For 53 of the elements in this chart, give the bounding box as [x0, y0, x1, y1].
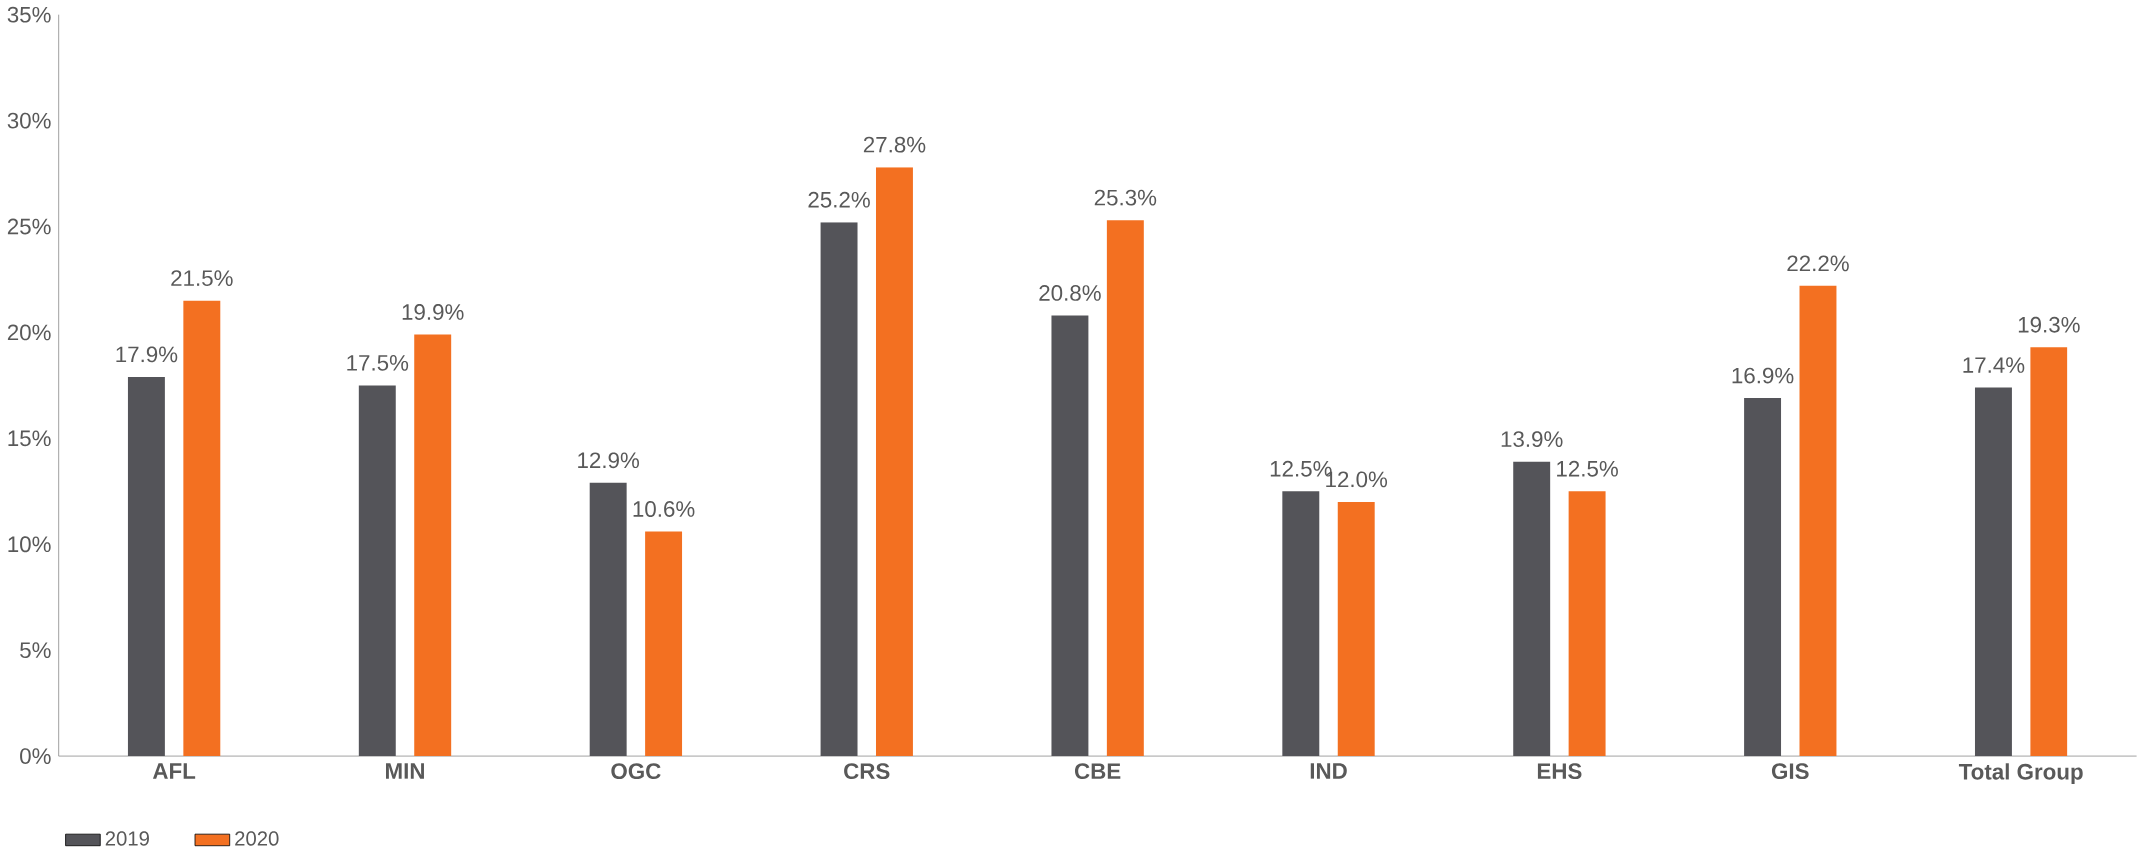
bar [183, 300, 221, 757]
bar [1282, 491, 1320, 757]
y-tick-label: 20% [7, 324, 51, 341]
legend-label: 2020 [235, 831, 279, 846]
data-label: 27.8% [863, 136, 926, 153]
x-tick-label: GIS [1771, 763, 1809, 780]
bar [1568, 491, 1606, 757]
y-tick-label: 5% [20, 642, 51, 659]
x-tick-label: AFL [152, 763, 196, 779]
bar [1799, 285, 1837, 757]
data-label: 10.6% [633, 501, 695, 518]
data-label: 22.2% [1787, 255, 1849, 272]
bar [875, 167, 913, 757]
data-label: 19.3% [2018, 316, 2080, 333]
legend-label: 2019 [105, 831, 149, 846]
bar [1974, 387, 2012, 757]
data-label: 25.2% [808, 192, 870, 208]
x-tick-label: EHS [1537, 763, 1582, 780]
data-label: 17.9% [116, 346, 178, 363]
data-label: 12.5% [1557, 461, 1618, 477]
data-label: 25.3% [1094, 189, 1157, 206]
bar [2030, 347, 2068, 757]
bar [1337, 502, 1375, 757]
data-label: 17.5% [347, 355, 409, 371]
data-label: 19.9% [402, 304, 464, 321]
y-tick-label: 10% [8, 536, 51, 553]
bar [1106, 220, 1144, 757]
bar [645, 531, 683, 757]
bar [589, 482, 627, 757]
bar [127, 377, 165, 757]
data-label: 12.9% [578, 452, 640, 469]
bar [1513, 461, 1551, 757]
y-tick-label: 0% [20, 748, 51, 765]
y-tick-label: 35% [7, 6, 51, 23]
x-tick-label: Total Group [1958, 763, 2083, 785]
data-label: 17.4% [1963, 357, 2025, 374]
x-tick-label: MIN [386, 763, 424, 779]
x-tick-label: CBE [1074, 763, 1121, 780]
bar [414, 334, 452, 757]
x-tick-label: IND [1310, 763, 1347, 779]
bar [1051, 315, 1089, 757]
data-label: 16.9% [1732, 367, 1794, 384]
y-tick-label: 30% [7, 112, 51, 129]
data-label: 20.8% [1039, 285, 1101, 302]
data-label: 13.9% [1501, 431, 1563, 448]
bar [820, 222, 858, 757]
bar [1744, 398, 1782, 757]
x-tick-label: CRS [844, 763, 890, 780]
x-tick-label: OGC [611, 763, 661, 780]
bar [358, 385, 396, 757]
y-tick-label: 15% [8, 430, 51, 447]
data-label: 21.5% [171, 270, 233, 287]
y-tick-label: 25% [7, 218, 51, 235]
